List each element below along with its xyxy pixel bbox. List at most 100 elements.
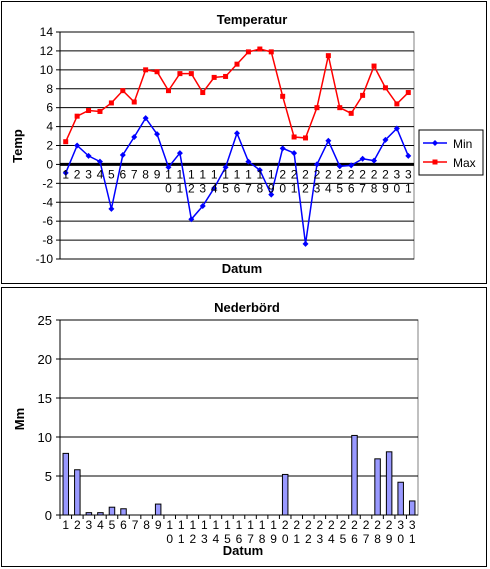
- data-point-min: [234, 130, 240, 137]
- data-point-max: [211, 74, 217, 80]
- y-tick-label: 2: [46, 139, 53, 153]
- data-point-min: [96, 158, 103, 165]
- y-tick-label: 12: [40, 44, 54, 58]
- bar: [281, 473, 289, 516]
- bar: [374, 458, 381, 516]
- data-point-max: [97, 108, 103, 114]
- y-tick-label: 0: [46, 157, 53, 171]
- bar: [62, 452, 70, 516]
- data-point-min: [176, 150, 183, 157]
- data-point-max: [143, 67, 149, 73]
- y-tick-label: 5: [45, 469, 52, 484]
- temp-x-tick-label: 9: [154, 167, 161, 181]
- data-point-max: [223, 73, 229, 79]
- data-point-min: [245, 158, 252, 165]
- data-point-min: [85, 152, 92, 159]
- legend-marker-max: [432, 159, 438, 165]
- data-point-min: [74, 142, 81, 149]
- y-axis-title: Temp: [10, 129, 25, 163]
- rain-x-tick-label: 4: [97, 518, 104, 532]
- y-tick-label: 8: [46, 82, 53, 96]
- legend: Min Max: [418, 129, 484, 176]
- data-point-min: [62, 169, 69, 176]
- y-tick-label: -10: [36, 252, 54, 266]
- data-point-min: [393, 125, 400, 132]
- data-point-max: [177, 71, 183, 77]
- data-point-min: [348, 162, 355, 169]
- x-axis-title: Datum: [223, 543, 263, 558]
- rain-x-tick-label: 1: [62, 518, 69, 532]
- rain-x-tick-label: 3: [86, 518, 93, 532]
- data-point-max: [154, 69, 160, 75]
- data-point-max: [245, 49, 251, 55]
- data-point-min: [382, 136, 389, 143]
- data-point-max: [257, 46, 263, 52]
- data-point-max: [371, 63, 377, 69]
- data-point-min: [302, 240, 309, 247]
- data-point-min: [405, 152, 412, 159]
- y-tick-label: 0: [45, 508, 52, 523]
- bar: [97, 512, 104, 516]
- data-point-max: [200, 90, 206, 96]
- data-point-max: [63, 139, 69, 145]
- data-point-max: [382, 85, 388, 91]
- y-tick-label: -6: [42, 214, 53, 228]
- data-point-min: [108, 205, 115, 212]
- temp-x-tick-label: 8: [142, 167, 149, 181]
- y-tick-label: -8: [42, 233, 53, 247]
- data-point-max: [188, 71, 194, 77]
- rain-x-tick-label: 9: [155, 518, 162, 532]
- data-point-min: [131, 133, 138, 140]
- data-point-min: [199, 203, 206, 210]
- data-point-min: [119, 151, 126, 158]
- data-point-min: [256, 167, 263, 174]
- rain-x-tick-label: 6: [120, 518, 127, 532]
- data-point-max: [165, 88, 171, 94]
- temp-x-tick-label: 3: [85, 167, 92, 181]
- data-point-min: [154, 131, 161, 138]
- y-tick-label: 14: [40, 25, 54, 39]
- data-point-max: [303, 135, 309, 141]
- legend-label-min: Min: [453, 137, 472, 151]
- x-axis-title: Datum: [222, 261, 262, 276]
- data-point-min: [359, 155, 366, 162]
- data-point-min: [279, 145, 286, 152]
- data-point-max: [131, 99, 137, 105]
- data-point-min: [325, 137, 332, 144]
- y-tick-label: 6: [46, 101, 53, 115]
- data-point-min: [371, 157, 378, 164]
- data-point-min: [291, 150, 298, 157]
- data-point-max: [108, 100, 114, 106]
- bar: [120, 508, 127, 516]
